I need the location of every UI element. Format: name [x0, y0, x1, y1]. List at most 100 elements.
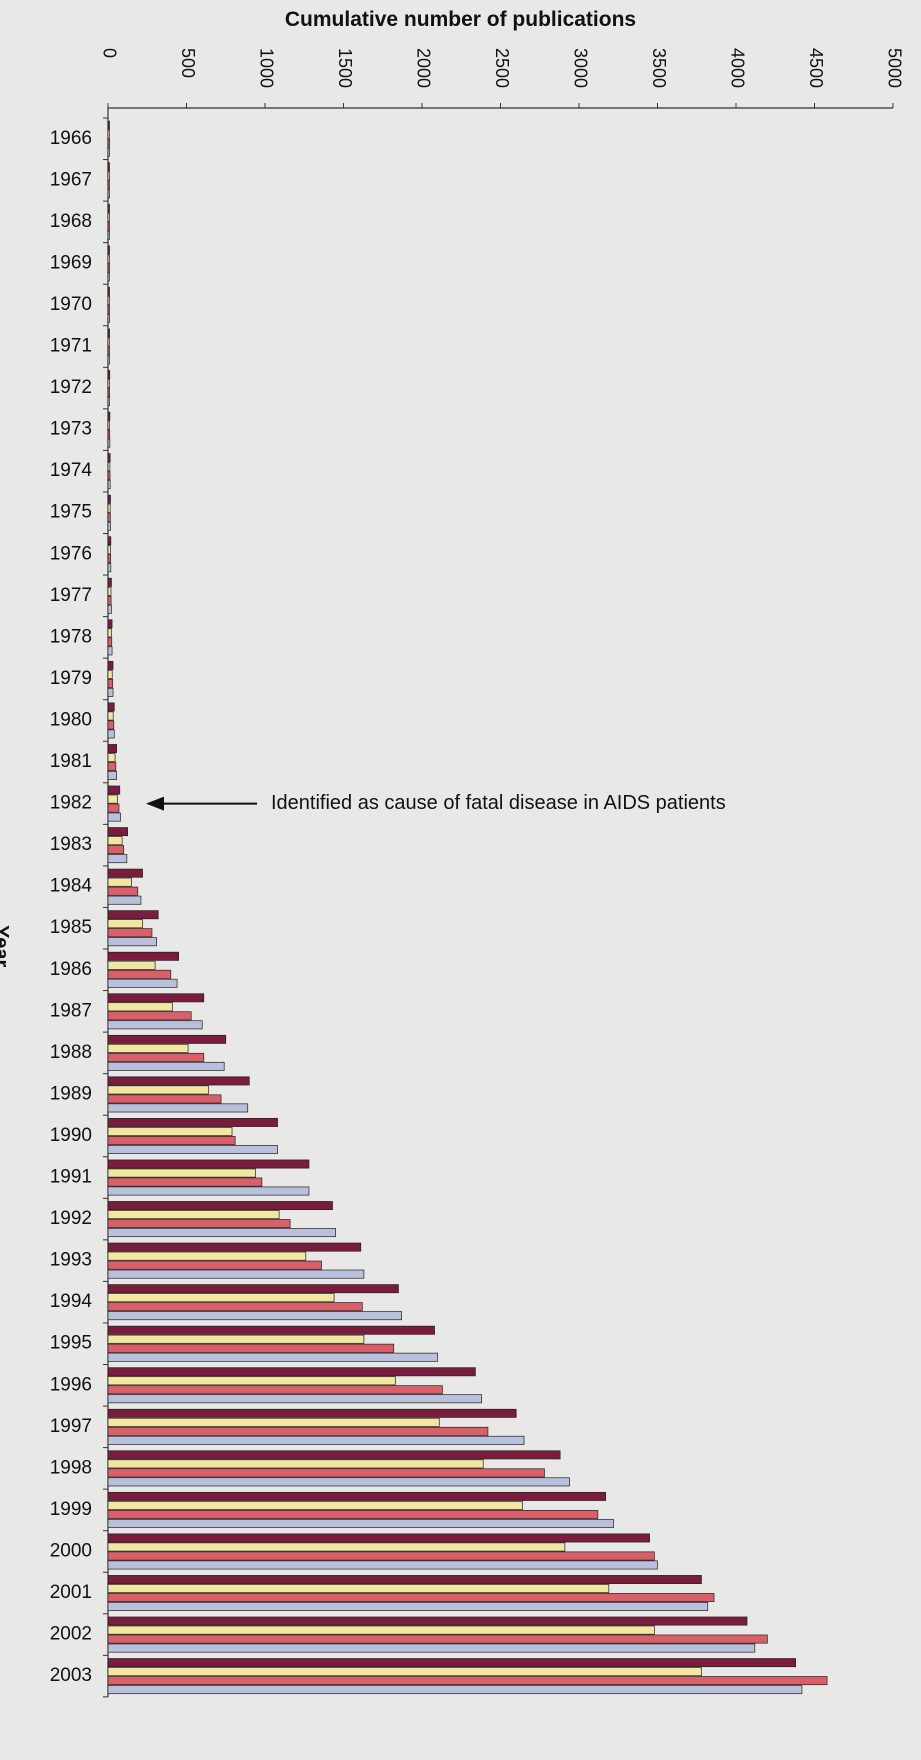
- bar-1993-series-3: [107, 1260, 322, 1270]
- bar-1997-series-4: [107, 1435, 525, 1445]
- bar-1999-series-2: [107, 1500, 523, 1510]
- y-tick-label: 1994: [50, 1291, 93, 1312]
- bar-1975-series-1: [107, 494, 111, 504]
- bar-1992-series-1: [107, 1201, 333, 1211]
- x-tick-label: 500: [178, 48, 198, 78]
- bar-1983-series-2: [107, 836, 123, 846]
- bar-1979-series-1: [107, 660, 114, 670]
- bar-2003-series-3: [107, 1676, 828, 1686]
- bar-1967-series-3: [107, 180, 110, 190]
- bar-1991-series-3: [107, 1177, 263, 1187]
- bar-1984-series-2: [107, 877, 132, 887]
- bar-2001-series-3: [107, 1593, 715, 1602]
- bar-1986-series-3: [107, 969, 172, 979]
- bar-1968-series-4: [107, 230, 110, 240]
- bar-1971-series-1: [107, 328, 110, 338]
- y-tick-label: 1988: [50, 1042, 92, 1063]
- y-tick-label: 1975: [50, 502, 92, 523]
- bar-1970-series-2: [107, 296, 110, 305]
- bar-1998-series-3: [107, 1468, 545, 1478]
- bar-1994-series-3: [107, 1302, 363, 1312]
- bar-1975-series-3: [107, 512, 111, 522]
- bar-1974-series-1: [107, 453, 111, 463]
- bar-2001-series-1: [107, 1575, 702, 1584]
- bar-1996-series-4: [107, 1394, 483, 1404]
- bar-1995-series-2: [107, 1334, 365, 1344]
- y-tick-label: 1969: [50, 252, 92, 273]
- bar-1981-series-3: [107, 762, 117, 771]
- bar-1977-series-4: [107, 604, 112, 614]
- bar-1997-series-3: [107, 1426, 489, 1436]
- bar-1995-series-3: [107, 1343, 395, 1353]
- x-tick-label: 3500: [649, 48, 669, 88]
- bar-1985-series-2: [107, 919, 143, 929]
- bar-1983-series-1: [107, 827, 128, 837]
- bar-1974-series-4: [107, 480, 111, 490]
- y-tick-label: 1991: [50, 1167, 92, 1188]
- bar-1988-series-4: [107, 1061, 225, 1071]
- bar-1993-series-2: [107, 1251, 307, 1261]
- x-tick-label: 2000: [413, 48, 433, 88]
- bar-1985-series-3: [107, 928, 153, 938]
- bar-2002-series-1: [107, 1616, 748, 1626]
- bar-1990-series-3: [107, 1136, 236, 1145]
- bar-1978-series-1: [107, 619, 113, 629]
- bar-1982-series-1: [107, 785, 121, 795]
- bar-1967-series-1: [107, 162, 110, 172]
- y-tick-label: 1978: [50, 626, 92, 647]
- bar-1969-series-3: [107, 263, 110, 273]
- y-tick-label: 2003: [50, 1665, 92, 1686]
- bar-1998-series-4: [107, 1477, 570, 1487]
- bar-1997-series-1: [107, 1408, 517, 1418]
- bar-1982-series-4: [107, 812, 121, 822]
- bar-2000-series-3: [107, 1551, 655, 1561]
- bar-1996-series-1: [107, 1367, 476, 1377]
- y-tick-label: 1996: [50, 1374, 92, 1395]
- bar-2003-series-4: [107, 1685, 803, 1695]
- y-tick-label: 1981: [50, 751, 92, 772]
- bar-1992-series-3: [107, 1219, 291, 1229]
- y-tick-label: 1974: [50, 460, 93, 481]
- bar-1973-series-1: [107, 411, 111, 421]
- bar-1979-series-4: [107, 687, 114, 697]
- bar-1975-series-4: [107, 521, 111, 531]
- bar-1984-series-4: [107, 895, 142, 905]
- bar-1984-series-1: [107, 868, 143, 878]
- bar-1992-series-2: [107, 1210, 280, 1220]
- bar-1990-series-2: [107, 1127, 233, 1136]
- y-tick-label: 1971: [50, 336, 92, 357]
- bar-1973-series-4: [107, 438, 111, 448]
- bar-1967-series-4: [107, 189, 110, 199]
- y-tick-label: 1976: [50, 543, 92, 564]
- bar-1995-series-4: [107, 1352, 439, 1362]
- y-tick-label: 2002: [50, 1624, 92, 1645]
- bar-1994-series-2: [107, 1293, 335, 1303]
- bar-1994-series-1: [107, 1284, 399, 1294]
- bar-1981-series-1: [107, 744, 117, 753]
- y-tick-label: 1972: [50, 377, 92, 398]
- bar-1990-series-1: [107, 1118, 278, 1127]
- bar-1971-series-2: [107, 337, 110, 347]
- bar-1988-series-3: [107, 1052, 205, 1062]
- x-tick-label: 0: [99, 48, 119, 58]
- bar-1978-series-2: [107, 628, 112, 638]
- bar-1991-series-2: [107, 1168, 256, 1178]
- bar-1966-series-3: [107, 138, 110, 148]
- y-tick-label: 1990: [50, 1125, 92, 1146]
- y-tick-label: 2001: [50, 1582, 92, 1603]
- bar-1998-series-1: [107, 1450, 561, 1460]
- bar-1975-series-2: [107, 503, 111, 513]
- annotation-arrow-head: [146, 796, 164, 811]
- bar-2000-series-1: [107, 1533, 651, 1543]
- bar-1986-series-2: [107, 960, 156, 970]
- bar-1971-series-4: [107, 355, 110, 365]
- bar-1976-series-1: [107, 536, 112, 546]
- bar-1967-series-2: [107, 171, 110, 181]
- bar-1966-series-4: [107, 147, 110, 157]
- bar-2002-series-2: [107, 1625, 655, 1635]
- y-tick-label: 1995: [50, 1333, 92, 1354]
- bar-1989-series-2: [107, 1085, 209, 1095]
- bar-1990-series-4: [107, 1145, 278, 1154]
- bar-1980-series-2: [107, 711, 114, 721]
